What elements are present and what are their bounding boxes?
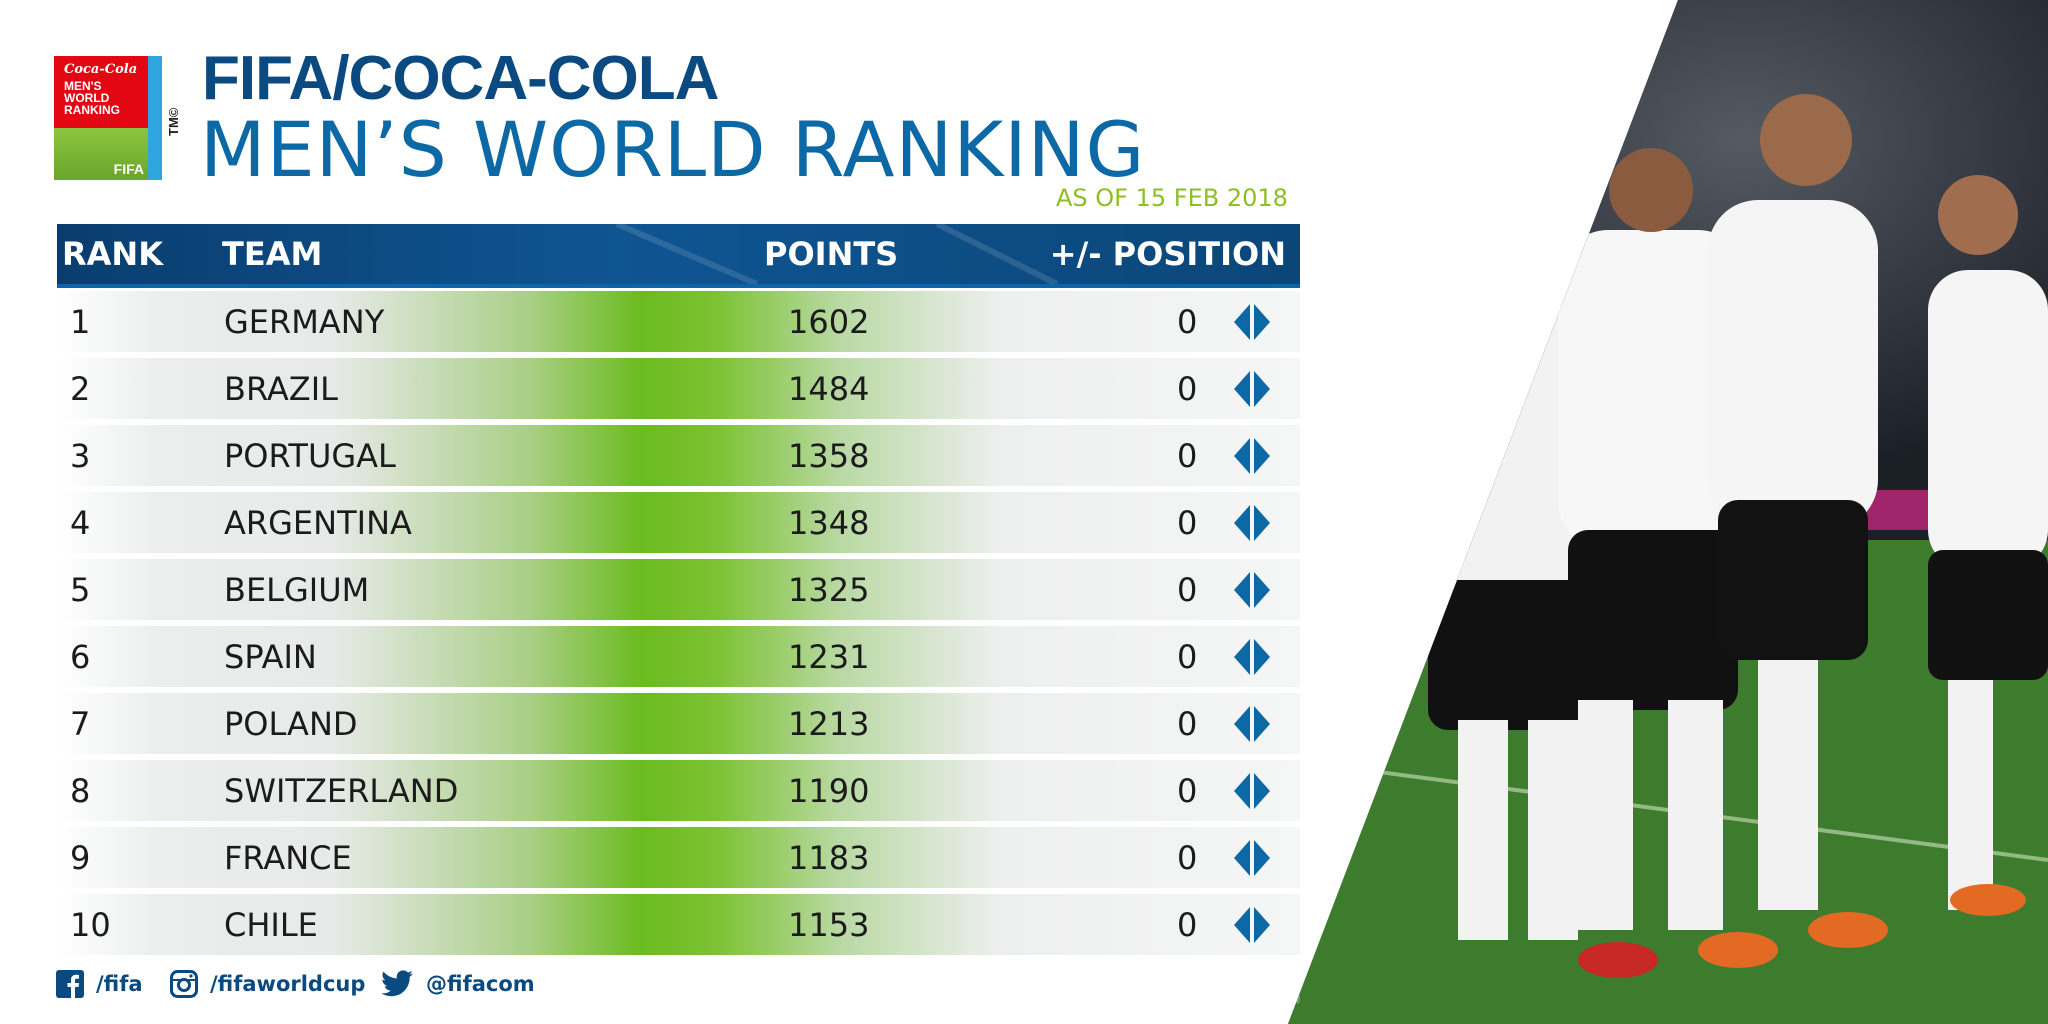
trademark-mark: TM© [166, 107, 181, 136]
points-cell: 1190 [788, 772, 870, 810]
social-twitter[interactable]: @fifacom [380, 966, 540, 1002]
table-row: 6 SPAIN 1231 0 [57, 626, 1300, 687]
points-cell: 1325 [788, 571, 870, 609]
team-cell: CHILE [224, 906, 318, 944]
fifa-coca-cola-ranking-logo: Coca-Cola MEN'S WORLD RANKING FIFA TM© [54, 56, 184, 182]
position-change-cell: 0 [1177, 638, 1198, 676]
logo-line: WORLD [64, 91, 110, 105]
twitter-icon [381, 970, 413, 997]
instagram-icon [170, 970, 198, 998]
team-cell: ARGENTINA [224, 504, 412, 542]
rank-cell: 3 [70, 437, 91, 475]
table-row: 9 FRANCE 1183 0 [57, 827, 1300, 888]
position-change-cell: 0 [1177, 370, 1198, 408]
no-change-arrows-icon [1234, 840, 1270, 876]
position-change-cell: 0 [1177, 839, 1198, 877]
rank-cell: 7 [70, 705, 91, 743]
facebook-icon [56, 970, 84, 998]
rank-cell: 6 [70, 638, 91, 676]
table-row: 8 SWITZERLAND 1190 0 [57, 760, 1300, 821]
rank-cell: 10 [70, 906, 111, 944]
no-change-arrows-icon [1234, 639, 1270, 675]
logo-line: MEN'S [64, 79, 102, 93]
position-change-cell: 0 [1177, 571, 1198, 609]
rank-cell: 4 [70, 504, 91, 542]
no-change-arrows-icon [1234, 907, 1270, 943]
team-cell: FRANCE [224, 839, 352, 877]
no-change-arrows-icon [1234, 706, 1270, 742]
table-row: 4 ARGENTINA 1348 0 [57, 492, 1300, 553]
points-cell: 1602 [788, 303, 870, 341]
position-change-cell: 0 [1177, 705, 1198, 743]
points-cell: 1348 [788, 504, 870, 542]
header-rank: RANK [62, 235, 163, 273]
table-row: 1 GERMANY 1602 0 [57, 291, 1300, 352]
position-change-cell: 0 [1177, 437, 1198, 475]
logo-line: RANKING [64, 103, 120, 117]
no-change-arrows-icon [1234, 304, 1270, 340]
rank-cell: 5 [70, 571, 91, 609]
table-rows: 1 GERMANY 1602 0 2 BRAZIL 1484 0 3 PORTUGAL 1358 0 4… [57, 291, 1300, 961]
header-points: POINTS [764, 235, 899, 273]
points-cell: 1153 [788, 906, 870, 944]
header-team: TEAM [222, 235, 323, 273]
team-cell: GERMANY [224, 303, 385, 341]
rank-cell: 2 [70, 370, 91, 408]
no-change-arrows-icon [1234, 505, 1270, 541]
points-cell: 1213 [788, 705, 870, 743]
table-header: RANK TEAM POINTS +/- POSITION [57, 224, 1300, 288]
no-change-arrows-icon [1234, 773, 1270, 809]
players-celebrating-photo [1288, 0, 2048, 1024]
position-change-cell: 0 [1177, 772, 1198, 810]
points-cell: 1358 [788, 437, 870, 475]
no-change-arrows-icon [1234, 438, 1270, 474]
logo-brand-script: Coca-Cola [64, 62, 138, 77]
rank-cell: 9 [70, 839, 91, 877]
rank-cell: 1 [70, 303, 91, 341]
team-cell: BRAZIL [224, 370, 338, 408]
social-links: /fifa /fifaworldcup @fifacom [56, 966, 656, 1006]
position-change-cell: 0 [1177, 504, 1198, 542]
title-brand: FIFA/COCA-COLA [202, 44, 719, 113]
as-of-date: AS OF 15 FEB 2018 [1056, 184, 1288, 212]
points-cell: 1484 [788, 370, 870, 408]
social-label: /fifaworldcup [210, 972, 366, 996]
social-label: @fifacom [426, 972, 535, 996]
team-cell: SWITZERLAND [224, 772, 459, 810]
position-change-cell: 0 [1177, 906, 1198, 944]
social-facebook[interactable]: /fifa [56, 966, 156, 1002]
no-change-arrows-icon [1234, 371, 1270, 407]
rank-cell: 8 [70, 772, 91, 810]
table-row: 3 PORTUGAL 1358 0 [57, 425, 1300, 486]
table-row: 10 CHILE 1153 0 [57, 894, 1300, 955]
position-change-cell: 0 [1177, 303, 1198, 341]
no-change-arrows-icon [1234, 572, 1270, 608]
table-row: 5 BELGIUM 1325 0 [57, 559, 1300, 620]
team-cell: BELGIUM [224, 571, 370, 609]
ranking-table: RANK TEAM POINTS +/- POSITION 1 GERMANY 16… [57, 224, 1300, 955]
social-instagram[interactable]: /fifaworldcup [170, 966, 410, 1002]
header-position-change: +/- POSITION [1049, 235, 1286, 273]
table-row: 7 POLAND 1213 0 [57, 693, 1300, 754]
table-row: 2 BRAZIL 1484 0 [57, 358, 1300, 419]
team-cell: PORTUGAL [224, 437, 396, 475]
points-cell: 1231 [788, 638, 870, 676]
team-cell: SPAIN [224, 638, 317, 676]
team-cell: POLAND [224, 705, 358, 743]
social-label: /fifa [96, 972, 143, 996]
logo-fifa-text: FIFA [113, 161, 144, 177]
points-cell: 1183 [788, 839, 870, 877]
page-title: MEN’S WORLD RANKING [200, 105, 1146, 194]
